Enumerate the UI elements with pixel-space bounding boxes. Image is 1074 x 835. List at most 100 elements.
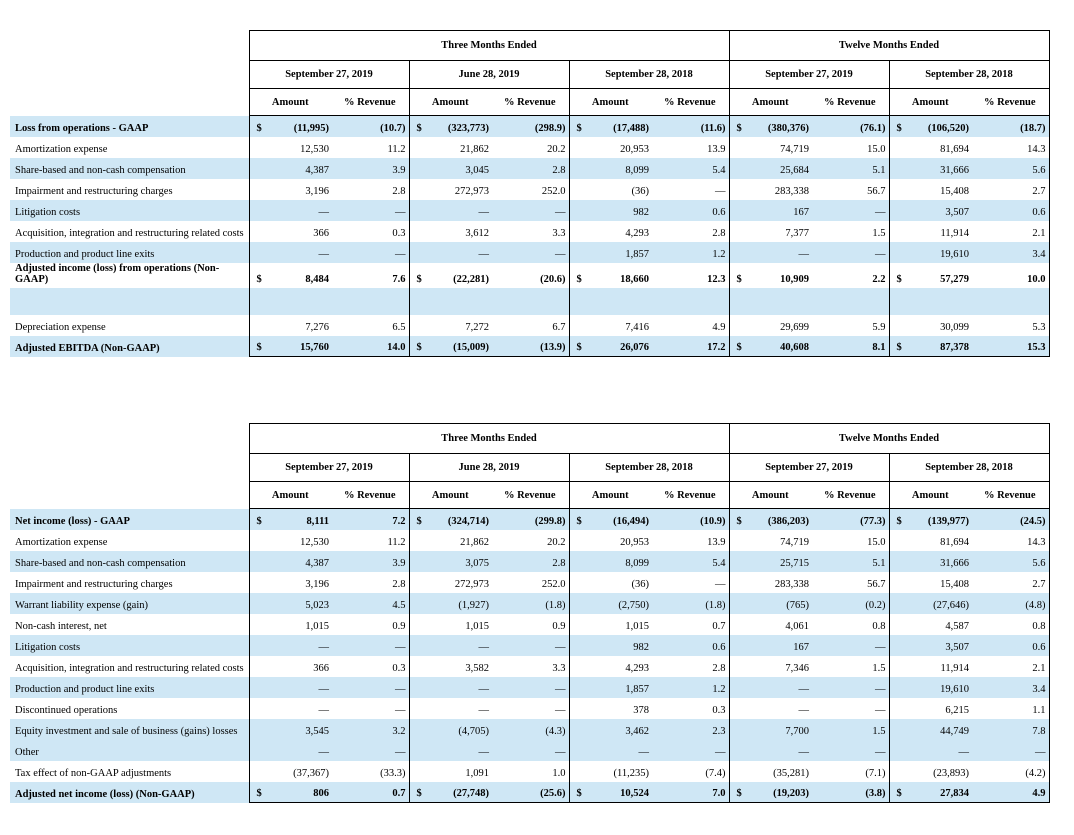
currency-cell (889, 677, 903, 698)
currency-cell (569, 740, 583, 761)
blank-cell (10, 31, 249, 61)
currency-cell (729, 242, 743, 263)
currency-cell (569, 677, 583, 698)
amount-cell: 7,700 (785, 725, 809, 737)
percent-cell: 3.4 (971, 241, 1050, 263)
amount-cell: — (798, 746, 810, 758)
period-header: September 28, 2018 (568, 453, 730, 482)
currency-cell (889, 242, 903, 263)
amount-cell: 19,610 (940, 248, 969, 260)
currency-cell (409, 200, 423, 221)
column-header: Amount (728, 88, 811, 116)
percent-cell: (4.3) (491, 718, 570, 740)
currency-cell (569, 635, 583, 656)
percent-cell: 1.1 (971, 697, 1050, 719)
currency-cell: $ (416, 273, 422, 285)
currency-cell (409, 179, 423, 200)
amount-cell: (106,520) (927, 122, 969, 134)
amount-cell: (22,281) (453, 273, 489, 285)
currency-cell (729, 572, 743, 593)
percent-cell: 5.4 (651, 157, 730, 179)
amount-cell: 12,530 (300, 536, 329, 548)
currency-cell: $ (248, 262, 263, 288)
currency-cell (569, 242, 583, 263)
percent-cell: 7.8 (971, 718, 1050, 740)
percent-cell: — (331, 634, 410, 656)
data-row: Equity investment and sale of business (… (10, 718, 1050, 740)
currency-cell (248, 634, 263, 656)
amount-cell: 3,196 (305, 185, 329, 197)
percent-cell: 2.8 (651, 655, 730, 677)
amount-cell: 3,612 (465, 227, 489, 239)
currency-cell (569, 137, 583, 158)
percent-cell: — (971, 739, 1050, 761)
amount-cell: 15,760 (263, 335, 331, 357)
financial-table: Three Months Ended Twelve Months Ended Sep… (10, 423, 1050, 803)
currency-cell (248, 314, 263, 336)
percent-cell: 0.3 (651, 697, 730, 719)
amount-cell: 272,973 (454, 185, 489, 197)
percent-cell: 0.6 (971, 634, 1050, 656)
period-header-row: September 27, 2019 June 28, 2019 September… (10, 60, 1050, 89)
row-label: Other (15, 746, 39, 758)
amount-cell: (11,995) (293, 122, 329, 134)
currency-cell (409, 572, 423, 593)
currency-cell (409, 698, 423, 719)
amount-cell: — (318, 683, 330, 695)
amount-cell: 3,462 (625, 725, 649, 737)
data-row: Depreciation expense 7,276 6.5 7,272 6.7 7,41… (10, 314, 1050, 336)
currency-cell (409, 761, 423, 782)
currency-cell (248, 287, 263, 315)
currency-cell (889, 635, 903, 656)
table-body: Three Months Ended Twelve Months Ended Sep… (10, 30, 1050, 357)
amount-cell (903, 288, 971, 315)
row-label: Production and product line exits (15, 248, 155, 260)
financial-table: Three Months Ended Twelve Months Ended Sep… (10, 30, 1050, 357)
percent-cell: (4.8) (971, 592, 1050, 614)
currency-cell (248, 718, 263, 740)
amount-cell: — (478, 704, 490, 716)
row-label: Amortization expense (15, 143, 108, 155)
percent-cell: 56.7 (811, 571, 890, 593)
currency-cell: $ (736, 122, 742, 134)
data-row: Acquisition, integration and restructuri… (10, 655, 1050, 677)
percent-cell: (3.8) (811, 781, 890, 803)
amount-cell: (16,494) (613, 515, 649, 527)
amount-cell (743, 288, 811, 315)
period-header: September 28, 2018 (568, 60, 730, 89)
currency-cell: $ (896, 515, 902, 527)
column-header: Amount (408, 88, 491, 116)
amount-cell: 12,530 (300, 143, 329, 155)
data-row: Impairment and restructuring charges 3,19… (10, 571, 1050, 593)
currency-cell (569, 158, 583, 179)
currency-cell (409, 551, 423, 572)
amount-cell: 4,061 (785, 620, 809, 632)
currency-cell (729, 200, 743, 221)
percent-cell: 3.4 (971, 676, 1050, 698)
blank-row (10, 287, 1050, 315)
amount-cell: 1,857 (625, 248, 649, 260)
period-header: September 27, 2019 (248, 453, 410, 482)
amount-cell: (11,235) (613, 767, 649, 779)
blank-cell (10, 482, 249, 509)
blank-cell (10, 454, 249, 482)
currency-cell (569, 572, 583, 593)
currency-cell (248, 739, 263, 761)
amount-cell: 81,694 (940, 143, 969, 155)
amount-cell: 27,834 (903, 781, 971, 803)
data-row: Litigation costs — — — —982 0.6 167—3,507 0.6 (10, 199, 1050, 221)
data-row: Litigation costs — — — —982 0.6 167—3,507 0.6 (10, 634, 1050, 656)
currency-cell (729, 698, 743, 719)
percent-cell: 3.3 (491, 655, 570, 677)
amount-cell: — (638, 746, 650, 758)
amount-cell: 4,587 (945, 620, 969, 632)
percent-cell: — (651, 178, 730, 200)
column-header: % Revenue (491, 88, 570, 116)
currency-cell (248, 760, 263, 782)
amount-cell: 1,015 (625, 620, 649, 632)
row-label: Impairment and restructuring charges (15, 578, 173, 590)
group-header: Twelve Months Ended (728, 423, 1050, 454)
amount-cell: 3,075 (465, 557, 489, 569)
data-row: Share-based and non-cash compensation 4,3… (10, 157, 1050, 179)
